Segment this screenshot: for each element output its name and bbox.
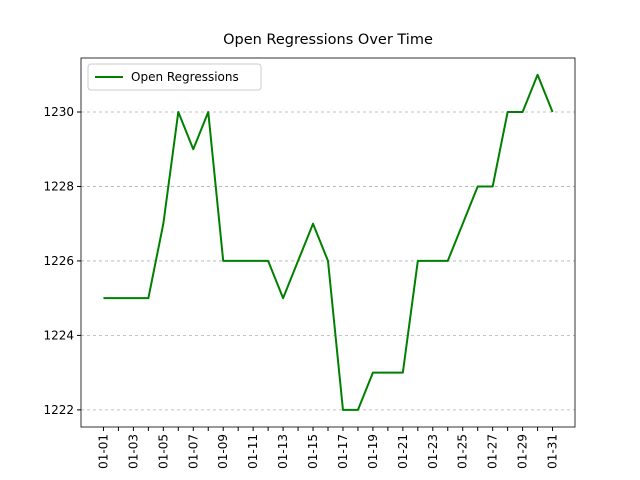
y-tick-label: 1230 xyxy=(43,105,74,119)
x-tick-label: 01-23 xyxy=(426,434,440,469)
x-tick-label: 01-31 xyxy=(546,434,560,469)
x-tick-label: 01-29 xyxy=(516,434,530,469)
y-tick-label: 1224 xyxy=(43,328,74,342)
x-tick-label: 01-25 xyxy=(456,434,470,469)
x-tick-label: 01-11 xyxy=(246,434,260,469)
x-tick-label: 01-17 xyxy=(336,434,350,469)
plot-frame xyxy=(80,57,576,428)
x-tick-label: 01-19 xyxy=(366,434,380,469)
x-tick-label: 01-21 xyxy=(396,434,410,469)
legend-box xyxy=(87,63,262,91)
chart-title: Open Regressions Over Time xyxy=(223,32,433,48)
x-tick-label: 01-01 xyxy=(96,434,110,469)
data-line xyxy=(103,73,554,411)
x-tick-label: 01-03 xyxy=(126,434,140,469)
x-tick-label: 01-13 xyxy=(276,434,290,469)
x-tick-label: 01-07 xyxy=(186,434,200,469)
x-tick-label: 01-27 xyxy=(486,434,500,469)
y-tick-label: 1222 xyxy=(43,403,74,417)
y-tick-label: 1228 xyxy=(43,179,74,193)
x-tick-label: 01-15 xyxy=(306,434,320,469)
y-tick-label: 1226 xyxy=(43,254,74,268)
legend-label: Open Regressions xyxy=(131,70,239,84)
x-tick-label: 01-09 xyxy=(216,434,230,469)
x-tick-label: 01-05 xyxy=(156,434,170,469)
